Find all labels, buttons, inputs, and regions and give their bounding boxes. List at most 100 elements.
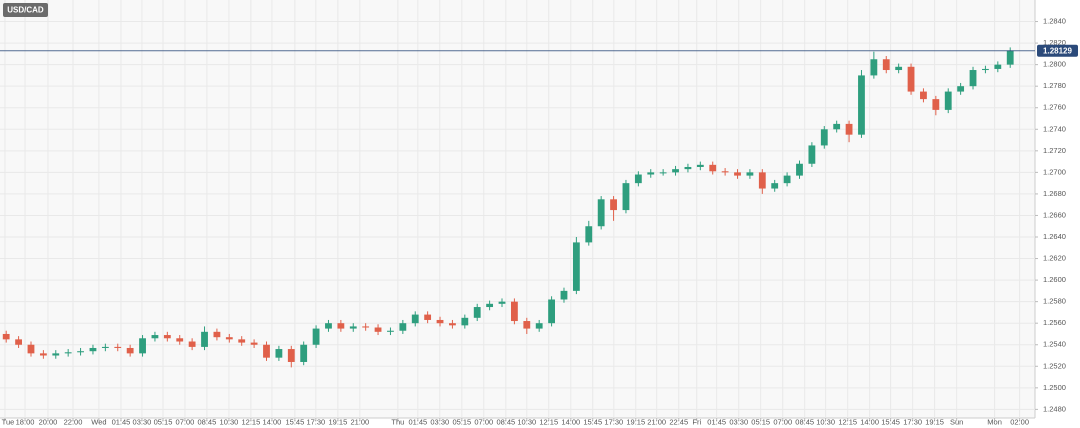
y-tick-label: 1.2640 [1043,232,1066,241]
candle-body [473,307,481,318]
y-tick-label: 1.2840 [1043,17,1066,26]
y-tick-label: 1.2480 [1043,404,1066,413]
y-tick-label: 1.2820 [1043,38,1066,47]
candle-body [225,337,233,340]
candle-body [833,123,841,130]
candle-body [796,163,803,176]
candle-body [882,59,890,71]
x-tick-label: Fri [692,417,701,426]
candle-body [349,326,357,329]
candle-body [548,299,555,324]
chart-title: USD/CAD [7,6,44,15]
y-tick-label: 1.2680 [1043,189,1066,198]
x-tick-label: 08:45 [496,417,515,426]
candle-body [374,327,382,332]
x-tick-label: 14:00 [561,417,580,426]
candle-body [263,344,270,358]
candle-body [659,172,667,174]
candle-body [163,335,171,339]
y-tick-label: 1.2540 [1043,340,1066,349]
candle-body [89,347,97,352]
candle-body [523,321,531,329]
x-tick-label: 19:15 [329,417,348,426]
x-tick-label: 19:15 [626,417,645,426]
x-tick-label: 10:30 [517,417,536,426]
x-tick-label: Sun [950,417,963,426]
candle-body [634,174,642,184]
candle-body [684,166,692,170]
candle-body [647,172,655,175]
x-tick-label: 14:00 [263,417,282,426]
candle-body [622,183,630,211]
x-tick-label: 18:00 [16,417,35,426]
candle-body [424,314,432,320]
x-tick-label: 21:00 [647,417,666,426]
x-tick-label: Mon [987,417,1002,426]
candle-body [572,242,580,291]
candle-body [101,346,109,348]
candle-body [920,91,927,100]
candle-body [746,172,754,176]
candle-body [2,333,10,340]
candle-body [399,323,407,331]
candle-body [15,339,23,345]
x-tick-label: 07:00 [176,417,195,426]
candle-body [387,330,394,332]
candle-body [461,317,469,326]
candle-body [597,199,605,227]
candle-body [337,323,345,329]
candle-body [610,199,617,211]
y-tick-label: 1.2560 [1043,318,1066,327]
x-tick-label: 12:15 [838,417,857,426]
y-tick-label: 1.2760 [1043,103,1066,112]
candle-body [510,301,518,322]
x-tick-label: 19:15 [925,417,944,426]
x-tick-label: 15:45 [881,417,900,426]
candle-body [858,75,865,135]
y-tick-label: 1.2700 [1043,167,1066,176]
candle-body [969,70,977,87]
candle-body [411,314,419,324]
x-tick-label: 20:00 [39,417,58,426]
candle-body [907,66,915,92]
candle-body [845,123,853,135]
candle-body [312,328,320,345]
candle-body [449,323,456,326]
x-tick-label: 05:15 [154,417,173,426]
y-tick-label: 1.2740 [1043,124,1066,133]
x-tick-label: 21:00 [350,417,369,426]
grid [0,0,1035,418]
candle-body [820,129,828,146]
x-tick-label: 10:30 [816,417,835,426]
candle-body [870,59,878,76]
candle-body [39,353,47,356]
y-tick-label: 1.2500 [1043,383,1066,392]
candle-body [1006,50,1014,65]
candle-body [498,301,506,304]
x-tick-label: 07:00 [474,417,493,426]
candle-body [188,341,196,347]
x-tick-label: 22:45 [669,417,688,426]
candle-body [300,344,308,362]
x-tick-label: 17:30 [604,417,623,426]
candle-body [27,344,35,354]
x-tick-label: Thu [391,417,404,426]
x-tick-label: 12:15 [241,417,260,426]
x-tick-label: 22:00 [64,417,83,426]
y-tick-label: 1.2520 [1043,361,1066,370]
candle-body [758,172,766,189]
candle-body [287,349,295,362]
symbol-badge [3,3,48,17]
y-tick-label: 1.2660 [1043,210,1066,219]
candle-body [275,349,283,358]
candle-body [672,169,679,173]
candle-body [696,164,704,167]
x-tick-label: 03:30 [729,417,748,426]
candle-body [932,99,940,110]
y-tick-label: 1.2800 [1043,60,1066,69]
x-tick-label: 02:00 [1010,417,1029,426]
x-tick-label: Tue [2,417,15,426]
x-tick-label: 17:30 [306,417,325,426]
candle-body [64,352,72,354]
